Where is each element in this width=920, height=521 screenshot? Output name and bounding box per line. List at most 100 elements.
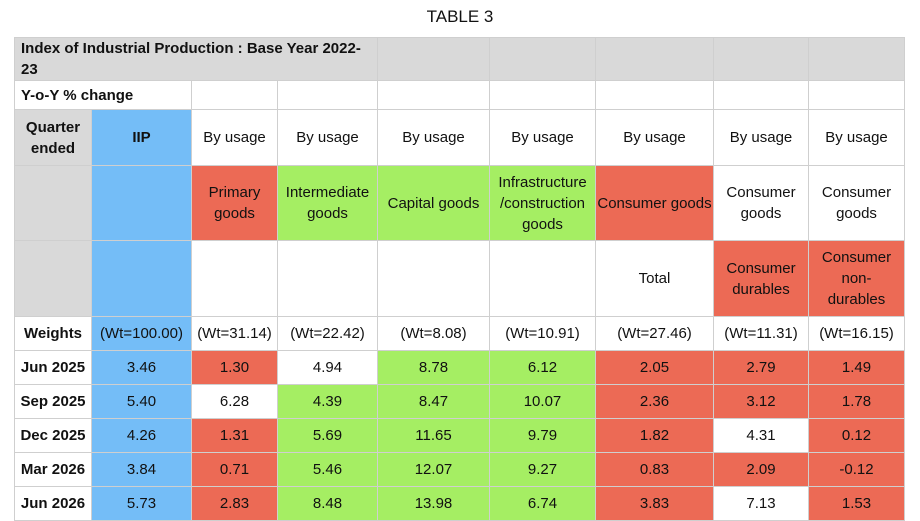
sub-cell bbox=[489, 240, 596, 317]
empty-label-cell bbox=[14, 240, 92, 317]
value-cell: 9.79 bbox=[489, 418, 596, 453]
value-cell: 7.13 bbox=[713, 486, 809, 521]
iip-blue-cell bbox=[91, 240, 192, 317]
value-cell: 8.47 bbox=[377, 384, 490, 419]
empty-cell bbox=[377, 80, 490, 110]
weight-cell: (Wt=16.15) bbox=[808, 316, 905, 351]
iip-label: IIP bbox=[91, 109, 192, 166]
value-cell: 5.40 bbox=[91, 384, 192, 419]
sub-cell bbox=[277, 240, 378, 317]
weight-cell: (Wt=11.31) bbox=[713, 316, 809, 351]
value-cell: 2.09 bbox=[713, 452, 809, 487]
table-row: Sep 2025 5.40 6.28 4.39 8.47 10.07 2.36 3.12 1.7… bbox=[14, 384, 905, 419]
group-cell: Capital goods bbox=[377, 165, 490, 241]
value-cell: 10.07 bbox=[489, 384, 596, 419]
empty-cell bbox=[489, 80, 596, 110]
group-cell: Consumer goods bbox=[713, 165, 809, 241]
value-cell: 0.83 bbox=[595, 452, 714, 487]
empty-cell bbox=[191, 80, 278, 110]
value-cell: 1.31 bbox=[191, 418, 278, 453]
data-rows: Jun 2025 3.46 1.30 4.94 8.78 6.12 2.05 2.79 1.49… bbox=[14, 350, 905, 521]
value-cell: 6.74 bbox=[489, 486, 596, 521]
value-cell: 1.53 bbox=[808, 486, 905, 521]
table-row: Dec 2025 4.26 1.31 5.69 11.65 9.79 1.82 4.31 0.1… bbox=[14, 418, 905, 453]
table-row: Mar 2026 3.84 0.71 5.46 12.07 9.27 0.83 2.09 -0.… bbox=[14, 452, 905, 487]
header-filler bbox=[713, 37, 809, 81]
value-cell: 5.73 bbox=[91, 486, 192, 521]
value-cell: 4.26 bbox=[91, 418, 192, 453]
value-cell: 2.36 bbox=[595, 384, 714, 419]
header-filler bbox=[808, 37, 905, 81]
sub-cell bbox=[377, 240, 490, 317]
yoy-label: Y-o-Y % change bbox=[14, 80, 192, 110]
value-cell: 3.46 bbox=[91, 350, 192, 385]
table-row: Jun 2026 5.73 2.83 8.48 13.98 6.74 3.83 7.13 1.5… bbox=[14, 486, 905, 521]
group-cell: Consumer goods bbox=[808, 165, 905, 241]
sub-cell: Total bbox=[595, 240, 714, 317]
usage-cell: By usage bbox=[191, 109, 278, 166]
value-cell: -0.12 bbox=[808, 452, 905, 487]
header-filler bbox=[489, 37, 596, 81]
quarter-cell: Dec 2025 bbox=[14, 418, 92, 453]
value-cell: 2.79 bbox=[713, 350, 809, 385]
table-header: Index of Industrial Production : Base Ye… bbox=[14, 37, 378, 81]
sub-cell: Consumer non-durables bbox=[808, 240, 905, 317]
quarter-cell: Mar 2026 bbox=[14, 452, 92, 487]
value-cell: 6.12 bbox=[489, 350, 596, 385]
table-row: Jun 2025 3.46 1.30 4.94 8.78 6.12 2.05 2.79 1.49 bbox=[14, 350, 905, 385]
sub-cell bbox=[191, 240, 278, 317]
weight-cell: (Wt=8.08) bbox=[377, 316, 490, 351]
quarter-cell: Jun 2026 bbox=[14, 486, 92, 521]
value-cell: 0.71 bbox=[191, 452, 278, 487]
usage-cell: By usage bbox=[489, 109, 596, 166]
usage-cell: By usage bbox=[595, 109, 714, 166]
quarter-cell: Sep 2025 bbox=[14, 384, 92, 419]
value-cell: 8.78 bbox=[377, 350, 490, 385]
value-cell: 4.31 bbox=[713, 418, 809, 453]
table-title: TABLE 3 bbox=[426, 7, 494, 26]
header-filler bbox=[595, 37, 714, 81]
usage-cell: By usage bbox=[713, 109, 809, 166]
empty-cell bbox=[595, 80, 714, 110]
empty-cell bbox=[808, 80, 905, 110]
value-cell: 1.82 bbox=[595, 418, 714, 453]
value-cell: 3.12 bbox=[713, 384, 809, 419]
empty-cell bbox=[277, 80, 378, 110]
usage-cell: By usage bbox=[377, 109, 490, 166]
value-cell: 4.39 bbox=[277, 384, 378, 419]
value-cell: 3.84 bbox=[91, 452, 192, 487]
quarter-label: Quarter ended bbox=[14, 109, 92, 166]
weight-cell: (Wt=10.91) bbox=[489, 316, 596, 351]
value-cell: 2.83 bbox=[191, 486, 278, 521]
value-cell: 2.05 bbox=[595, 350, 714, 385]
value-cell: 1.49 bbox=[808, 350, 905, 385]
group-cell: Infrastructure /construction goods bbox=[489, 165, 596, 241]
value-cell: 6.28 bbox=[191, 384, 278, 419]
value-cell: 4.94 bbox=[277, 350, 378, 385]
empty-label-cell bbox=[14, 165, 92, 241]
value-cell: 8.48 bbox=[277, 486, 378, 521]
group-cell: Primary goods bbox=[191, 165, 278, 241]
iip-blue-cell bbox=[91, 165, 192, 241]
group-cell: Consumer goods bbox=[595, 165, 714, 241]
value-cell: 9.27 bbox=[489, 452, 596, 487]
header-filler bbox=[377, 37, 490, 81]
group-cell: Intermediate goods bbox=[277, 165, 378, 241]
sub-cell: Consumer durables bbox=[713, 240, 809, 317]
value-cell: 13.98 bbox=[377, 486, 490, 521]
value-cell: 5.69 bbox=[277, 418, 378, 453]
iip-table: Index of Industrial Production : Base Ye… bbox=[14, 37, 905, 521]
value-cell: 11.65 bbox=[377, 418, 490, 453]
usage-cell: By usage bbox=[808, 109, 905, 166]
weight-cell: (Wt=27.46) bbox=[595, 316, 714, 351]
value-cell: 3.83 bbox=[595, 486, 714, 521]
usage-cell: By usage bbox=[277, 109, 378, 166]
value-cell: 12.07 bbox=[377, 452, 490, 487]
value-cell: 1.78 bbox=[808, 384, 905, 419]
weight-cell: (Wt=31.14) bbox=[191, 316, 278, 351]
value-cell: 5.46 bbox=[277, 452, 378, 487]
weight-cell: (Wt=22.42) bbox=[277, 316, 378, 351]
weights-label: Weights bbox=[14, 316, 92, 351]
empty-cell bbox=[713, 80, 809, 110]
weight-cell: (Wt=100.00) bbox=[91, 316, 192, 351]
